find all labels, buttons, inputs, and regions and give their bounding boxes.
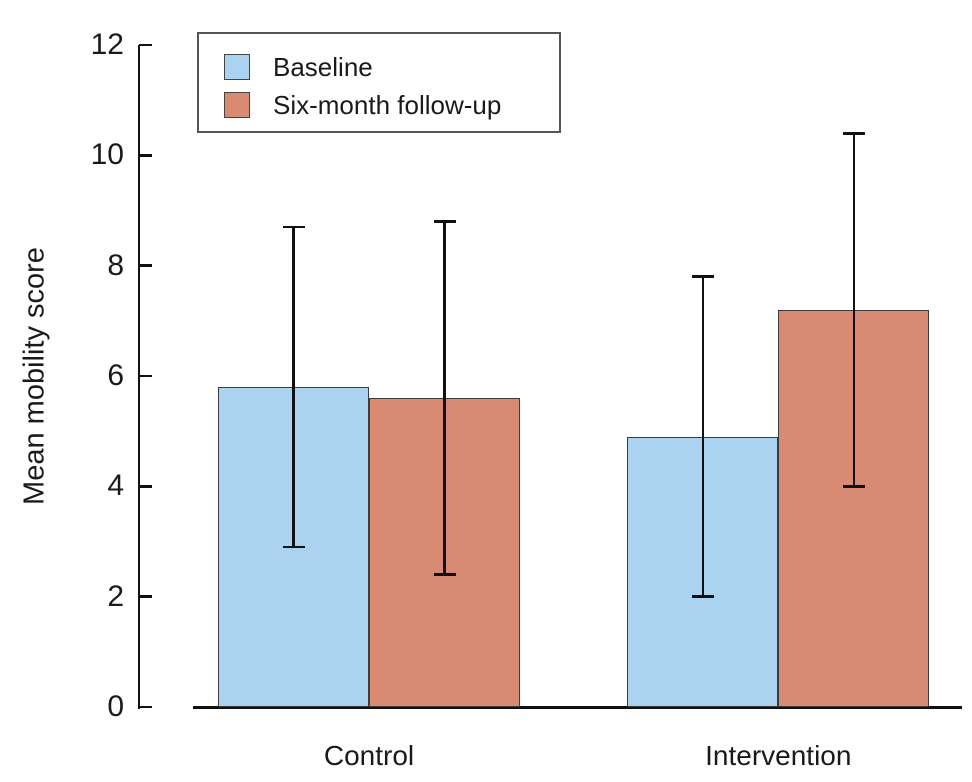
y-tick-label: 2 xyxy=(107,579,124,613)
y-tick-label: 12 xyxy=(90,28,124,61)
y-tick-mark xyxy=(139,264,152,267)
error-bar-intervention-six-month-follow-up-cap-top xyxy=(842,132,865,135)
error-bar-intervention-six-month-follow-up-cap-bottom xyxy=(842,485,865,488)
x-axis-line xyxy=(193,705,962,709)
error-bar-control-six-month-follow-up-cap-bottom xyxy=(433,573,456,576)
legend-swatch-baseline xyxy=(224,54,250,80)
x-category-label-control: Control xyxy=(323,740,415,771)
error-bar-intervention-six-month-follow-up-line xyxy=(852,133,856,487)
error-bar-intervention-baseline-cap-bottom xyxy=(691,595,714,598)
legend-label-six-month-follow-up: Six-month follow-up xyxy=(273,90,502,120)
y-tick-mark xyxy=(139,374,152,378)
error-bar-control-baseline-cap-top xyxy=(282,225,305,229)
y-tick-mark xyxy=(139,705,152,709)
y-tick-mark xyxy=(139,43,152,47)
y-tick-label: 10 xyxy=(90,138,124,172)
y-tick-mark xyxy=(139,154,152,157)
legend: Baseline Six-month follow-up xyxy=(197,32,561,133)
legend-label-baseline: Baseline xyxy=(273,52,373,82)
error-bar-control-baseline-line xyxy=(292,227,295,547)
y-tick-label: 6 xyxy=(107,359,124,392)
error-bar-control-baseline-cap-bottom xyxy=(282,545,305,549)
y-tick-mark xyxy=(139,485,152,488)
y-tick-label: 0 xyxy=(107,690,124,723)
y-axis-spine xyxy=(137,45,140,709)
legend-swatch-six-month-follow-up xyxy=(224,92,250,118)
error-bar-control-six-month-follow-up-cap-top xyxy=(433,220,456,223)
error-bar-intervention-baseline-line xyxy=(701,276,705,597)
error-bar-intervention-baseline-cap-top xyxy=(691,275,714,278)
y-tick-mark xyxy=(139,595,152,598)
error-bar-control-six-month-follow-up-line xyxy=(443,221,446,575)
legend-entry-baseline: Baseline xyxy=(224,54,559,80)
legend-entry-six-month-follow-up: Six-month follow-up xyxy=(224,92,559,118)
x-category-label-intervention: Intervention xyxy=(705,740,852,771)
y-tick-label: 4 xyxy=(107,469,124,503)
y-tick-label: 8 xyxy=(107,248,124,282)
